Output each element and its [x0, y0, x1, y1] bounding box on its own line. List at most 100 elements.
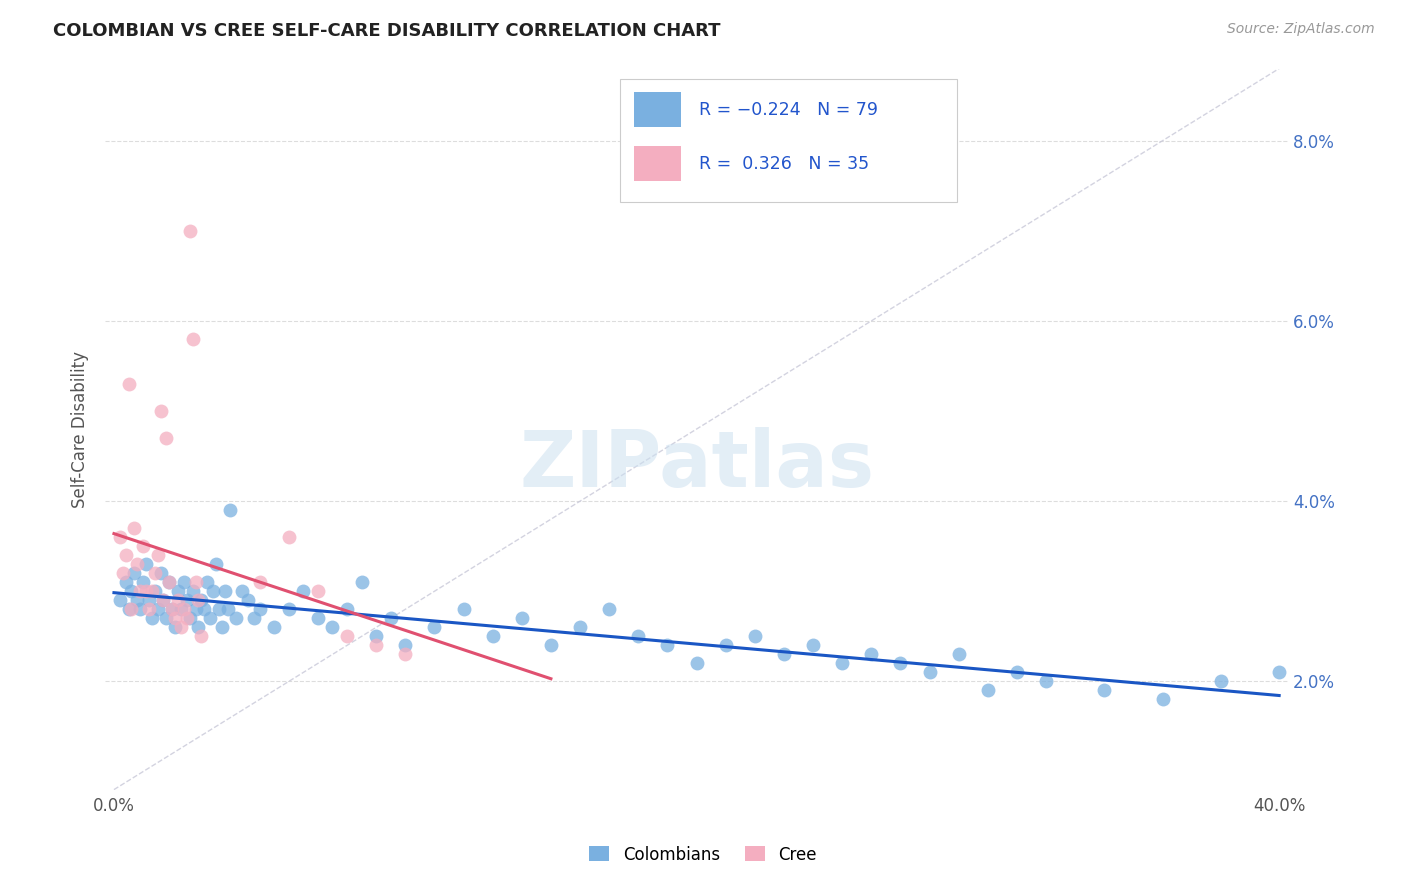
- Point: [127, 593, 149, 607]
- Point: [948, 648, 970, 662]
- Point: [129, 584, 152, 599]
- Point: [208, 602, 231, 616]
- Point: [187, 593, 209, 607]
- Point: [336, 602, 359, 616]
- Point: [173, 575, 195, 590]
- Point: [167, 584, 190, 599]
- Point: [350, 575, 373, 590]
- Point: [114, 575, 136, 590]
- Point: [141, 611, 163, 625]
- Point: [124, 521, 146, 535]
- Point: [714, 639, 737, 653]
- Point: [190, 593, 212, 607]
- Point: [152, 593, 174, 607]
- Point: [292, 584, 315, 599]
- Point: [155, 611, 177, 625]
- Point: [744, 629, 766, 643]
- Point: [773, 648, 796, 662]
- Point: [1152, 692, 1174, 706]
- Point: [685, 657, 707, 671]
- Point: [170, 620, 193, 634]
- Point: [1209, 674, 1232, 689]
- Point: [1035, 674, 1057, 689]
- Point: [149, 404, 172, 418]
- Point: [187, 620, 209, 634]
- Point: [195, 575, 218, 590]
- Point: [598, 602, 620, 616]
- Point: [201, 584, 224, 599]
- FancyBboxPatch shape: [634, 92, 681, 127]
- Point: [801, 639, 824, 653]
- Point: [108, 530, 131, 544]
- Point: [184, 602, 207, 616]
- Point: [173, 602, 195, 616]
- Point: [184, 575, 207, 590]
- Point: [510, 611, 533, 625]
- Point: [141, 584, 163, 599]
- Point: [135, 584, 157, 599]
- Point: [149, 566, 172, 581]
- Point: [336, 629, 359, 643]
- Point: [860, 648, 883, 662]
- Point: [205, 558, 228, 572]
- Point: [165, 611, 187, 625]
- Point: [657, 639, 679, 653]
- Point: [540, 639, 562, 653]
- Point: [214, 584, 236, 599]
- Point: [117, 602, 139, 616]
- Point: [1005, 665, 1028, 680]
- Point: [627, 629, 650, 643]
- Point: [249, 602, 271, 616]
- Point: [129, 602, 152, 616]
- Point: [380, 611, 402, 625]
- FancyBboxPatch shape: [620, 79, 956, 202]
- Text: COLOMBIAN VS CREE SELF-CARE DISABILITY CORRELATION CHART: COLOMBIAN VS CREE SELF-CARE DISABILITY C…: [53, 22, 721, 40]
- Point: [277, 530, 299, 544]
- Point: [453, 602, 475, 616]
- Point: [108, 593, 131, 607]
- Text: R = −0.224   N = 79: R = −0.224 N = 79: [699, 101, 877, 119]
- Point: [146, 548, 169, 562]
- Point: [242, 611, 264, 625]
- Point: [179, 224, 201, 238]
- Point: [132, 539, 155, 553]
- Point: [138, 593, 160, 607]
- Point: [211, 620, 233, 634]
- Point: [481, 629, 503, 643]
- Point: [193, 602, 215, 616]
- FancyBboxPatch shape: [634, 146, 681, 181]
- Point: [111, 566, 134, 581]
- Point: [918, 665, 941, 680]
- Point: [179, 611, 201, 625]
- Point: [231, 584, 253, 599]
- Point: [117, 376, 139, 391]
- Point: [236, 593, 259, 607]
- Point: [321, 620, 343, 634]
- Point: [120, 584, 142, 599]
- Point: [138, 602, 160, 616]
- Point: [167, 593, 190, 607]
- Point: [155, 431, 177, 445]
- Point: [423, 620, 446, 634]
- Point: [394, 648, 416, 662]
- Text: Source: ZipAtlas.com: Source: ZipAtlas.com: [1227, 22, 1375, 37]
- Point: [181, 584, 204, 599]
- Point: [127, 558, 149, 572]
- Legend: Colombians, Cree: Colombians, Cree: [582, 839, 824, 871]
- Point: [394, 639, 416, 653]
- Point: [977, 683, 1000, 698]
- Text: ZIPatlas: ZIPatlas: [519, 427, 875, 503]
- Point: [132, 575, 155, 590]
- Point: [366, 629, 388, 643]
- Point: [176, 593, 198, 607]
- Point: [146, 602, 169, 616]
- Point: [160, 602, 183, 616]
- Point: [307, 584, 329, 599]
- Text: R =  0.326   N = 35: R = 0.326 N = 35: [699, 154, 869, 173]
- Point: [170, 602, 193, 616]
- Point: [190, 629, 212, 643]
- Point: [165, 620, 187, 634]
- Point: [143, 584, 166, 599]
- Y-axis label: Self-Care Disability: Self-Care Disability: [72, 351, 89, 508]
- Point: [160, 602, 183, 616]
